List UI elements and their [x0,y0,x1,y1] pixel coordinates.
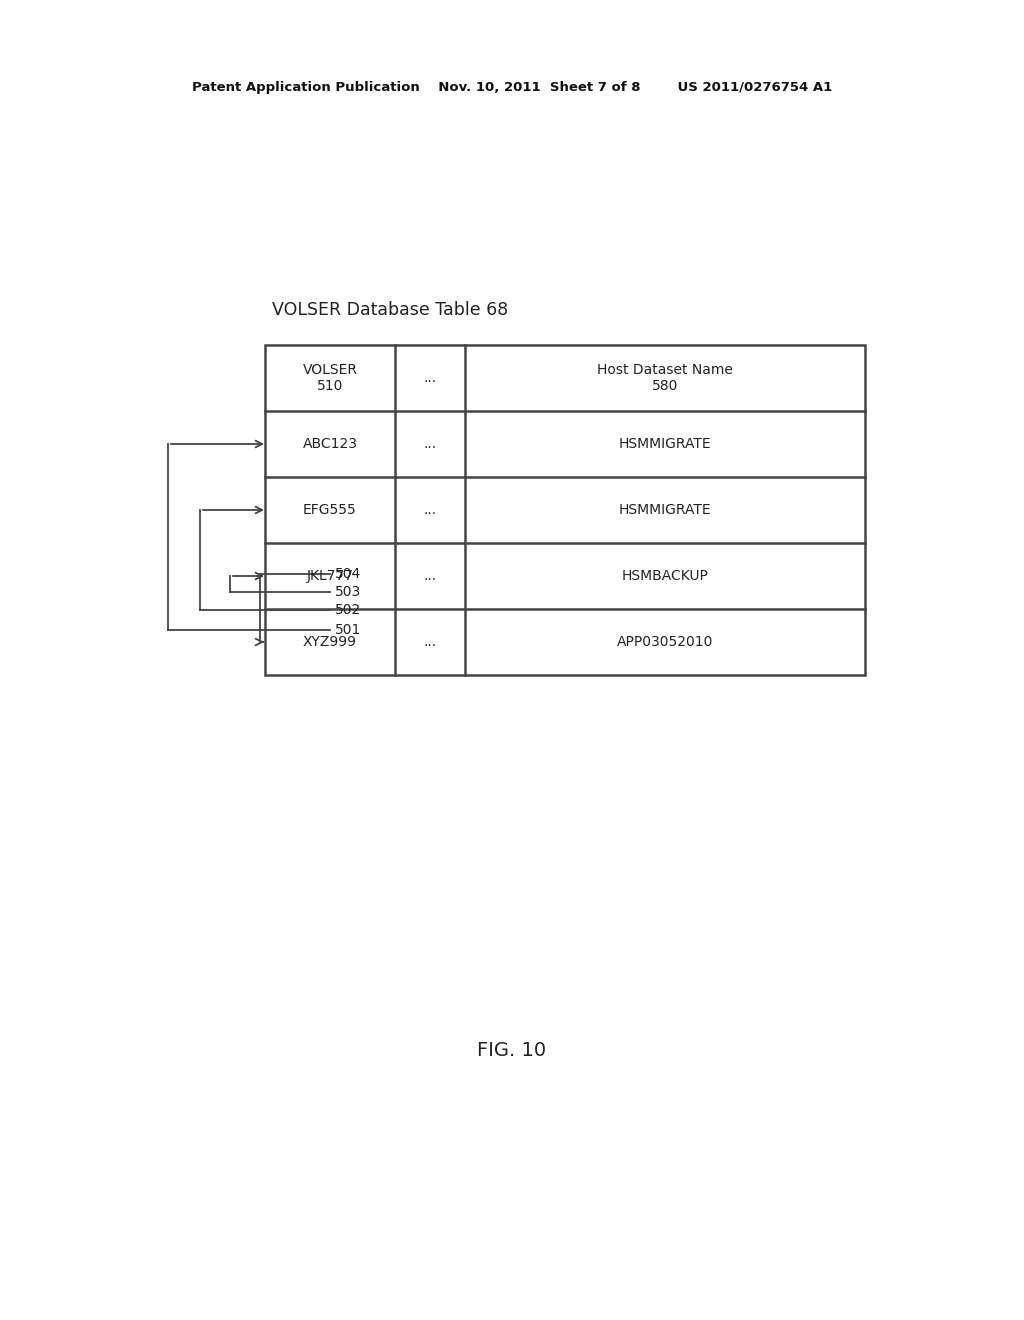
Bar [265,345,865,675]
Text: ...: ... [424,437,436,451]
Text: EFG555: EFG555 [303,503,357,517]
Text: Patent Application Publication    Nov. 10, 2011  Sheet 7 of 8        US 2011/027: Patent Application Publication Nov. 10, … [191,82,833,95]
Text: VOLSER Database Table 68: VOLSER Database Table 68 [272,301,508,319]
Text: HSMBACKUP: HSMBACKUP [622,569,709,583]
Text: Host Dataset Name
580: Host Dataset Name 580 [597,363,733,393]
Text: ...: ... [424,371,436,385]
Text: XYZ999: XYZ999 [303,635,357,649]
Text: 501: 501 [335,623,361,638]
Text: ...: ... [424,503,436,517]
Text: 502: 502 [335,603,361,616]
Text: VOLSER
510: VOLSER 510 [302,363,357,393]
Text: HSMMIGRATE: HSMMIGRATE [618,437,712,451]
Text: FIG. 10: FIG. 10 [477,1040,547,1060]
Text: HSMMIGRATE: HSMMIGRATE [618,503,712,517]
Text: JKL777: JKL777 [306,569,353,583]
Text: APP03052010: APP03052010 [616,635,713,649]
Text: ...: ... [424,635,436,649]
Text: 504: 504 [335,568,361,581]
Text: ABC123: ABC123 [302,437,357,451]
Text: ...: ... [424,569,436,583]
Text: 503: 503 [335,585,361,599]
